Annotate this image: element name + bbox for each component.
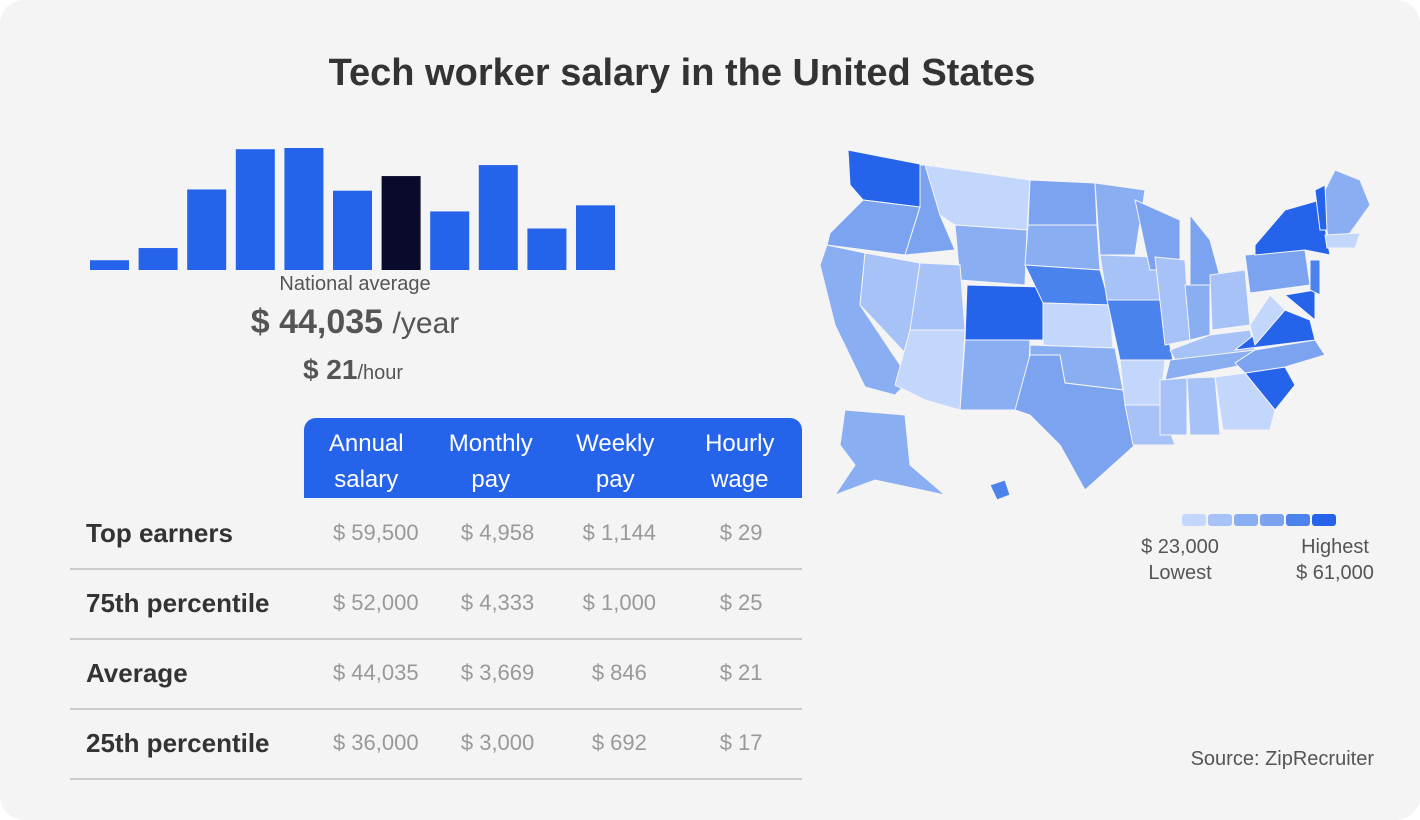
legend-low: $ 23,000 Lowest — [1141, 536, 1219, 584]
table-row: 25th percentile $ 36,000 $ 3,000 $ 692 $ 17 — [70, 708, 802, 780]
state-ks — [1042, 302, 1114, 351]
hourly-value: $ 21 — [302, 354, 358, 385]
us-salary-map — [819, 149, 1371, 501]
histogram-bar — [187, 189, 227, 270]
state-md — [1283, 289, 1316, 322]
row-label: 75th percentile — [86, 587, 270, 618]
salary-histogram — [90, 148, 615, 270]
cell-value: $ 1,144 — [582, 520, 657, 545]
national-average-hourly: $ 21/hour — [203, 354, 503, 386]
state-ak — [833, 409, 946, 497]
histogram-bar — [235, 149, 275, 270]
state-mn — [1094, 182, 1146, 256]
state-id — [904, 164, 956, 256]
cell-value: $ 4,958 — [460, 520, 535, 545]
page-title: Tech worker salary in the United States — [328, 52, 1036, 94]
cell-value: $ 4,333 — [460, 590, 535, 615]
header-annual: Annual salary — [328, 430, 404, 493]
legend-swatch — [1208, 514, 1232, 526]
hourly-unit: /hour — [357, 362, 404, 384]
legend-swatch — [1182, 514, 1206, 526]
state-sd — [1024, 224, 1101, 271]
histogram-bar — [284, 148, 324, 270]
yearly-unit: /year — [392, 307, 460, 340]
cell-value: $ 21 — [719, 660, 763, 685]
cell-value: $ 44,035 — [332, 660, 419, 685]
state-wy — [954, 224, 1028, 286]
cell-value: $ 3,669 — [460, 660, 535, 685]
header-monthly: Monthly pay — [448, 430, 533, 493]
state-hi — [989, 479, 1011, 501]
yearly-value: $ 44,035 — [250, 303, 384, 341]
row-label: Average — [86, 657, 188, 688]
legend-swatch — [1260, 514, 1284, 526]
state-vt — [1314, 184, 1328, 231]
state-pa — [1244, 249, 1311, 294]
legend-swatch — [1234, 514, 1258, 526]
legend-high: Highest $ 61,000 — [1296, 536, 1374, 584]
histogram-bar — [138, 248, 178, 270]
state-ms — [1159, 377, 1188, 436]
table-row: Average $ 44,035 $ 3,669 $ 846 $ 21 — [70, 638, 802, 710]
state-wa — [847, 149, 926, 208]
national-average-yearly: $ 44,035 /year — [190, 303, 520, 342]
state-tx — [1014, 354, 1136, 491]
state-or — [826, 199, 921, 256]
table-header: Annual salary Monthly pay Weekly pay Hourly… — [304, 418, 802, 498]
state-ny — [1254, 199, 1331, 256]
header-hourly: Hourly wage — [705, 430, 775, 493]
cell-value: $ 29 — [719, 520, 763, 545]
histogram-bar-national-average — [381, 176, 421, 270]
cell-value: $ 25 — [719, 590, 763, 615]
state-al — [1186, 376, 1221, 436]
histogram-bar — [90, 260, 129, 270]
state-ma — [1324, 232, 1361, 249]
national-average-label: National average — [279, 273, 431, 295]
row-label: 25th percentile — [86, 727, 270, 758]
histogram-bar — [527, 228, 567, 270]
histogram-bar — [576, 205, 615, 270]
cell-value: $ 17 — [719, 730, 763, 755]
state-co — [964, 284, 1044, 341]
histogram-bar — [478, 165, 518, 270]
state-nd — [1027, 179, 1098, 226]
cell-value: $ 36,000 — [332, 730, 419, 755]
cell-value: $ 52,000 — [332, 590, 419, 615]
cell-value: $ 846 — [591, 660, 647, 685]
legend-swatch — [1286, 514, 1310, 526]
cell-value: $ 3,000 — [460, 730, 535, 755]
state-oh — [1209, 269, 1251, 331]
row-label: Top earners — [86, 517, 233, 548]
cell-value: $ 1,000 — [582, 590, 657, 615]
legend-swatch — [1312, 514, 1336, 526]
state-wv — [1249, 294, 1286, 347]
state-ga — [1214, 372, 1276, 431]
state-az — [894, 329, 966, 411]
histogram-bar — [430, 211, 470, 270]
header-weekly: Weekly pay — [576, 430, 655, 493]
state-in — [1184, 284, 1211, 341]
cell-value: $ 692 — [591, 730, 647, 755]
table-row: Top earners $ 59,500 $ 4,958 $ 1,144 $ 29 — [70, 498, 802, 570]
map-legend-scale — [1182, 514, 1336, 526]
table-row: 75th percentile $ 52,000 $ 4,333 $ 1,000 $ 2… — [70, 568, 802, 640]
histogram-bar — [333, 190, 372, 270]
state-nj — [1309, 259, 1321, 296]
cell-value: $ 59,500 — [332, 520, 419, 545]
state-ut — [909, 262, 966, 331]
source-note: Source: ZipRecruiter — [1190, 748, 1374, 770]
state-ar — [1119, 359, 1166, 406]
